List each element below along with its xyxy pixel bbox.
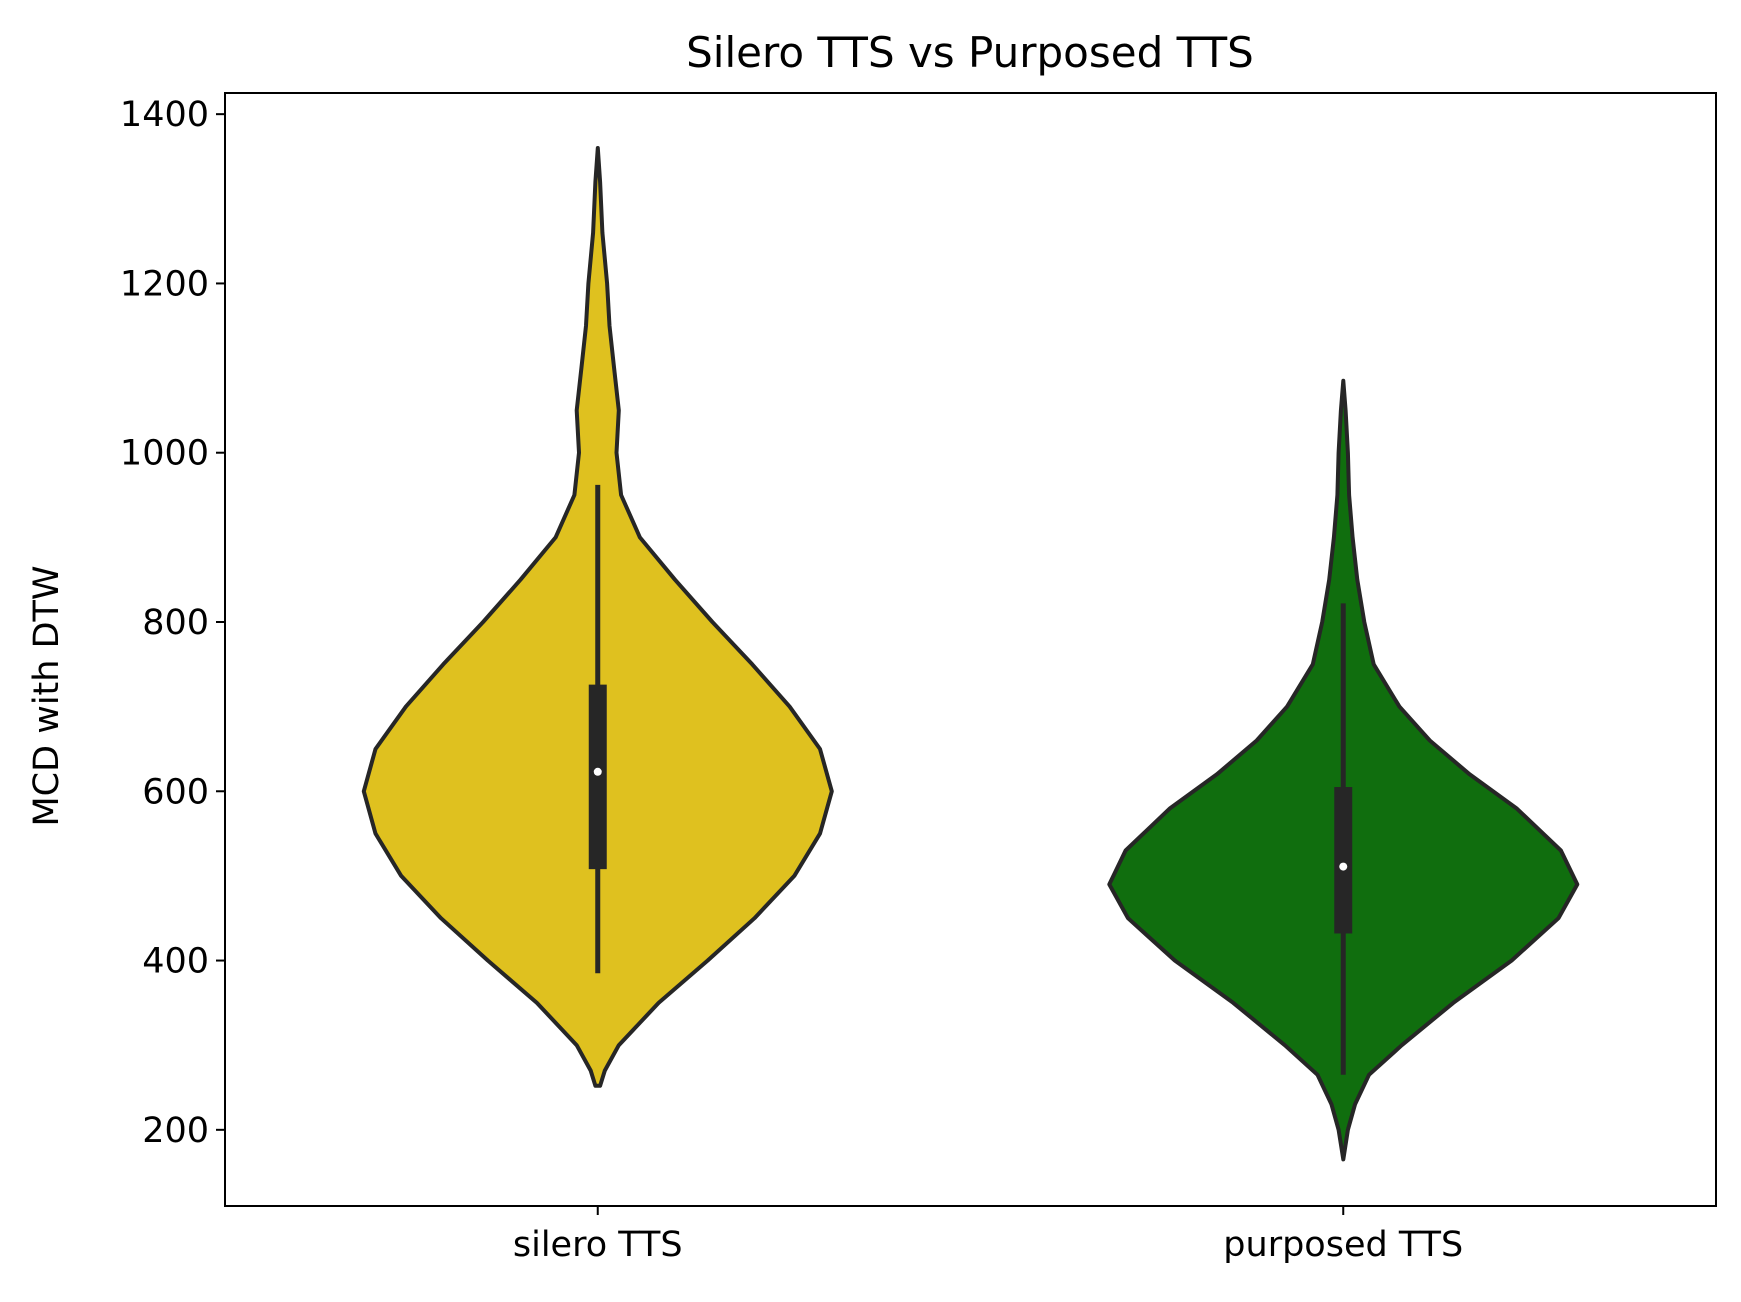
x-tick-label: purposed TTS xyxy=(1223,1225,1463,1265)
plot-frame xyxy=(224,92,1717,1207)
axes: 200 400 600 800 1000 1200 1400 silero TTS purpos… xyxy=(120,92,1717,1265)
x-tick-label: silero TTS xyxy=(513,1225,683,1265)
y-tick-label: 600 xyxy=(142,772,209,812)
y-tick-label: 1400 xyxy=(120,95,209,135)
violin-median-point xyxy=(593,767,602,776)
y-tick-label: 200 xyxy=(142,1111,209,1151)
plot-area xyxy=(361,146,1580,1162)
violin-iqr-box xyxy=(588,684,607,870)
violin-iqr-box xyxy=(1334,787,1353,934)
y-tick-label: 1200 xyxy=(120,264,209,304)
y-axis-label: MCD with DTW xyxy=(27,565,67,826)
chart-title: Silero TTS vs Purposed TTS xyxy=(686,28,1254,77)
y-tick-label: 800 xyxy=(142,603,209,643)
violin-median-point xyxy=(1339,862,1348,871)
y-tick-label: 1000 xyxy=(120,434,209,474)
y-tick-label: 400 xyxy=(142,942,209,982)
